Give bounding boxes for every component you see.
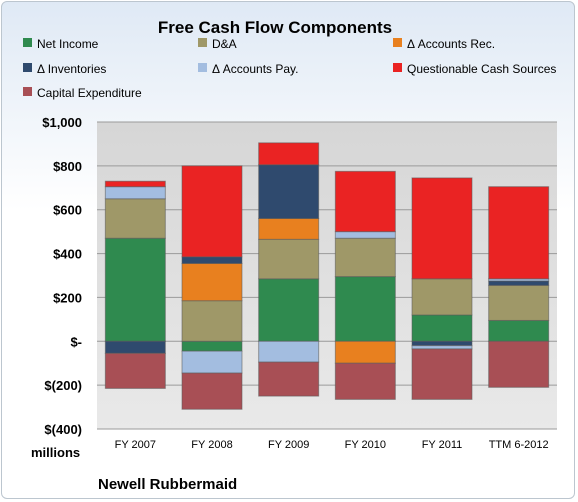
- bar-net-income: [488, 319, 550, 342]
- bar-inventories: [258, 164, 320, 219]
- y-tick-label: $(400): [44, 422, 82, 437]
- legend-swatch-d-a: [198, 38, 207, 47]
- chart-title: Free Cash Flow Components: [158, 18, 392, 37]
- bar-accounts-rec: [258, 217, 320, 240]
- bar-accounts-pay: [181, 350, 243, 374]
- bar-accounts-pay: [258, 340, 320, 363]
- bar-d-a: [258, 238, 320, 280]
- y-axis-label: millions: [31, 445, 80, 460]
- y-tick-label: $-: [70, 334, 82, 349]
- bar-inventories: [104, 340, 166, 354]
- bar-accounts-pay: [104, 186, 166, 200]
- y-tick-labels: $1,000 $800 $600 $400 $200 $- $(200) $(400): [42, 115, 82, 437]
- x-tick-label: FY 2007: [115, 439, 156, 451]
- plot-area: [97, 122, 557, 429]
- bar-net-income: [181, 340, 243, 352]
- bar-accounts-pay: [334, 231, 396, 239]
- x-tick-label: FY 2008: [191, 439, 232, 451]
- y-tick-label: $(200): [44, 378, 82, 393]
- legend-entry-net-income: Net Income: [37, 37, 99, 51]
- bar-inventories: [488, 280, 550, 286]
- legend-entry-accounts-pay: Δ Accounts Pay.: [212, 62, 299, 76]
- bar-questionable-cash-sources: [104, 180, 166, 188]
- y-tick-label: $400: [53, 247, 82, 262]
- bar-capital-expenditure: [334, 362, 396, 400]
- legend-entry-inventories: Δ Inventories: [37, 62, 106, 76]
- legend: Net Income D&A Δ Accounts Rec. Δ Inventorie…: [23, 37, 556, 100]
- x-tick-label: FY 2009: [268, 439, 309, 451]
- bar-net-income: [334, 276, 396, 342]
- bars: [104, 142, 550, 410]
- bar-inventories: [411, 340, 473, 347]
- bar-inventories: [181, 256, 243, 264]
- bar-net-income: [411, 314, 473, 342]
- legend-entry-accounts-rec: Δ Accounts Rec.: [407, 37, 495, 51]
- x-tick-label: TTM 6-2012: [489, 439, 549, 451]
- bar-accounts-rec: [334, 340, 396, 364]
- legend-swatch-questionable-cash-sources: [393, 63, 402, 72]
- bar-questionable-cash-sources: [334, 170, 396, 233]
- y-tick-label: $1,000: [42, 115, 82, 130]
- legend-swatch-accounts-rec: [393, 38, 402, 47]
- bar-questionable-cash-sources: [411, 177, 473, 280]
- gridlines: [97, 121, 557, 430]
- bar-net-income: [258, 278, 320, 342]
- bar-d-a: [334, 237, 396, 278]
- legend-swatch-net-income: [23, 38, 32, 47]
- bar-questionable-cash-sources: [488, 186, 550, 280]
- bar-capital-expenditure: [181, 372, 243, 410]
- bar-net-income: [104, 237, 166, 342]
- legend-entry-questionable-cash-sources: Questionable Cash Sources: [407, 62, 556, 76]
- bar-d-a: [181, 300, 243, 342]
- bar-capital-expenditure: [104, 352, 166, 389]
- legend-entry-d-a: D&A: [212, 37, 237, 51]
- bar-capital-expenditure: [488, 340, 550, 388]
- bar-d-a: [104, 198, 166, 239]
- y-tick-label: $600: [53, 203, 82, 218]
- bar-d-a: [488, 284, 550, 321]
- x-tick-label: FY 2010: [345, 439, 386, 451]
- bar-questionable-cash-sources: [258, 142, 320, 166]
- company-name: Newell Rubbermaid: [98, 476, 237, 493]
- y-tick-label: $200: [53, 290, 82, 305]
- bar-d-a: [411, 278, 473, 316]
- y-tick-label: $800: [53, 159, 82, 174]
- legend-swatch-inventories: [23, 63, 32, 72]
- legend-swatch-capital-expenditure: [23, 87, 32, 96]
- legend-swatch-accounts-pay: [198, 63, 207, 72]
- bar-capital-expenditure: [258, 361, 320, 397]
- bar-capital-expenditure: [411, 348, 473, 400]
- x-tick-label: FY 2011: [422, 439, 463, 451]
- bar-accounts-rec: [181, 262, 243, 302]
- x-tick-labels: FY 2007 FY 2008 FY 2009 FY 2010 FY 2011 TTM 6…: [115, 439, 549, 451]
- bar-questionable-cash-sources: [181, 165, 243, 258]
- legend-entry-capital-expenditure: Capital Expenditure: [37, 86, 142, 100]
